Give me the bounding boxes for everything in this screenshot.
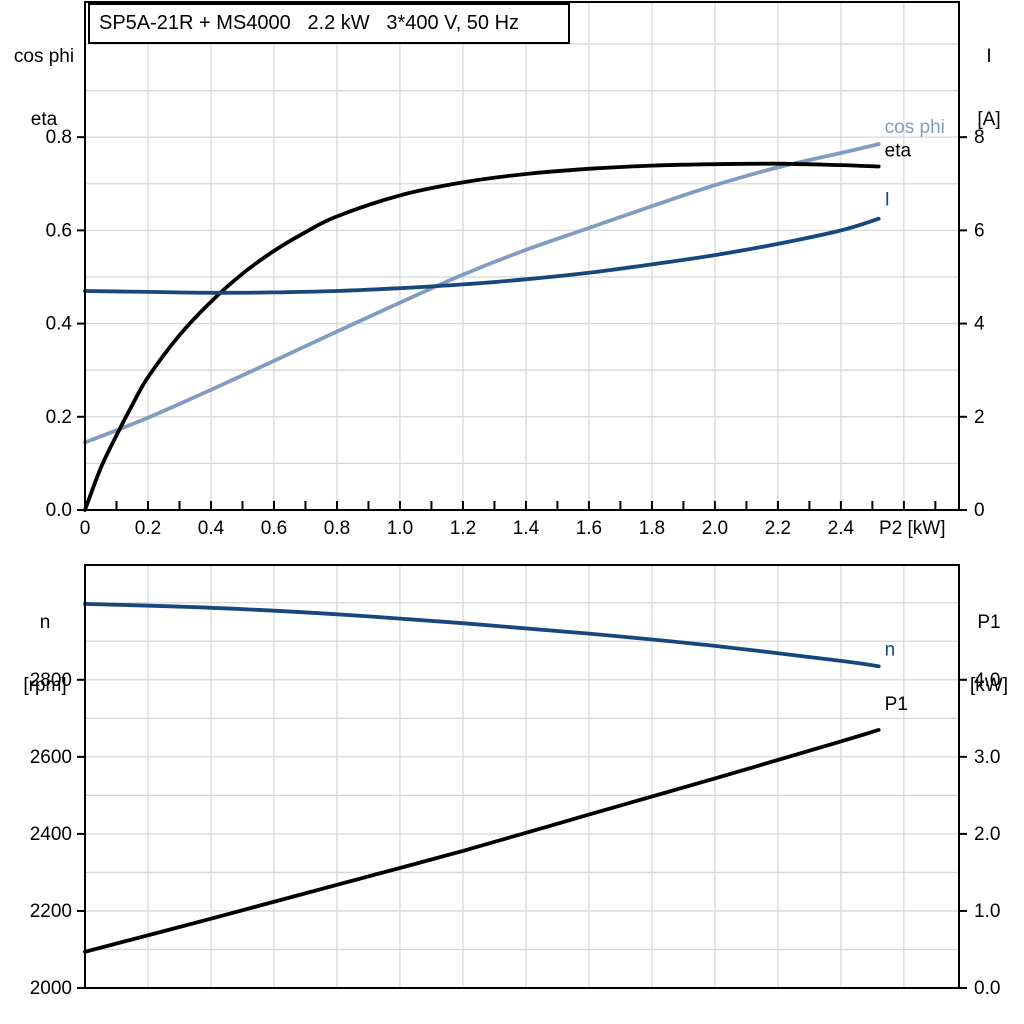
- chart-title-box: SP5A-21R + MS4000 2.2 kW 3*400 V, 50 Hz: [88, 3, 570, 44]
- chart-1: cos phi eta I 0.0 0.2 0.4 0.6 0.8 0 2 4 6 8 0 0.2 0.4 0.…: [46, 1, 985, 539]
- ticks: [77, 136, 967, 511]
- series-curve-cos-phi: [83, 142, 881, 445]
- right-tick-label: 4: [974, 314, 985, 335]
- series-curve-P1: [83, 728, 881, 954]
- chart1-left-axis-title: cos phi eta: [6, 4, 82, 151]
- right-tick-label: 3.0: [974, 747, 1000, 768]
- right-tick-label: 2: [974, 407, 985, 428]
- right-tick-label: 4.0: [974, 670, 1000, 691]
- curve-label-eta: eta: [885, 141, 912, 162]
- right-tick-label: 0: [974, 500, 985, 521]
- x-tick-label: 1.8: [639, 518, 665, 539]
- left-tick-label: 0.0: [46, 500, 72, 521]
- x-tick-label: 2.4: [828, 518, 855, 539]
- left-tick-label: 0.6: [46, 220, 72, 241]
- x-tick-label: 2.0: [702, 518, 728, 539]
- right-tick-label: 0.0: [974, 978, 1000, 999]
- chart2-right-axis-title-line1: P1: [977, 612, 1001, 633]
- right-tick-label: 2.0: [974, 824, 1000, 845]
- left-tick-label: 2800: [30, 670, 72, 691]
- x-tick-label: 0.8: [324, 518, 350, 539]
- chart1-left-axis-title-line1: cos phi: [13, 46, 75, 67]
- chart2-left-axis-title-line1: n: [39, 612, 51, 633]
- x-tick-label: 1.0: [387, 518, 413, 539]
- chart2-left-axis-title-line2: [rpm]: [23, 675, 67, 696]
- plot-frame: [84, 564, 960, 989]
- right-tick-label: 8: [974, 127, 985, 148]
- chart-2: n P1 2000 2200 2400 2600 2800 0.0 1.0 2.0 3.0 4.0: [30, 564, 1000, 999]
- ticks: [77, 678, 967, 989]
- x-tick-label: 1.2: [450, 518, 476, 539]
- chart2-right-axis-title: P1 [kW]: [956, 570, 1022, 717]
- x-axis-title: P2 [kW]: [879, 518, 946, 539]
- left-tick-label: 0.2: [46, 407, 72, 428]
- chart2-right-axis-title-line2: [kW]: [970, 675, 1008, 696]
- left-tick-label: 2400: [30, 824, 72, 845]
- x-tick-label: 1.4: [513, 518, 540, 539]
- series-curve-n: [83, 602, 881, 669]
- chart1-left-axis-title-line2: eta: [30, 109, 58, 130]
- chart1-right-axis-title: I [A]: [958, 4, 1020, 151]
- chart1-right-axis-title-line1: I: [986, 46, 992, 67]
- series-curve-eta: [83, 161, 881, 512]
- left-tick-label: 2200: [30, 901, 72, 922]
- chart-title: SP5A-21R + MS4000 2.2 kW 3*400 V, 50 Hz: [99, 12, 520, 34]
- gridlines: [85, 2, 959, 510]
- x-tick-label: 0: [80, 518, 91, 539]
- x-tick-label: 0.6: [261, 518, 287, 539]
- curve-label-P1: P1: [885, 694, 908, 715]
- left-tick-label: 2600: [30, 747, 72, 768]
- curve-label-I: I: [885, 190, 890, 211]
- left-tick-label: 2000: [30, 978, 72, 999]
- curve-label-n: n: [885, 639, 896, 660]
- left-tick-label: 0.4: [46, 314, 73, 335]
- left-tick-label: 0.8: [46, 127, 72, 148]
- plot-frame: [84, 1, 960, 511]
- chart2-left-axis-title: n [rpm]: [8, 570, 82, 717]
- x-tick-label: 0.4: [198, 518, 225, 539]
- right-tick-label: 6: [974, 220, 985, 241]
- x-tick-label: 2.2: [765, 518, 791, 539]
- series-curve-I: [83, 216, 881, 295]
- x-tick-label: 0.2: [135, 518, 161, 539]
- right-tick-label: 1.0: [974, 901, 1000, 922]
- curve-label-cos-phi: cos phi: [885, 117, 945, 138]
- chart1-right-axis-title-line2: [A]: [977, 109, 1001, 130]
- x-tick-label: 1.6: [576, 518, 602, 539]
